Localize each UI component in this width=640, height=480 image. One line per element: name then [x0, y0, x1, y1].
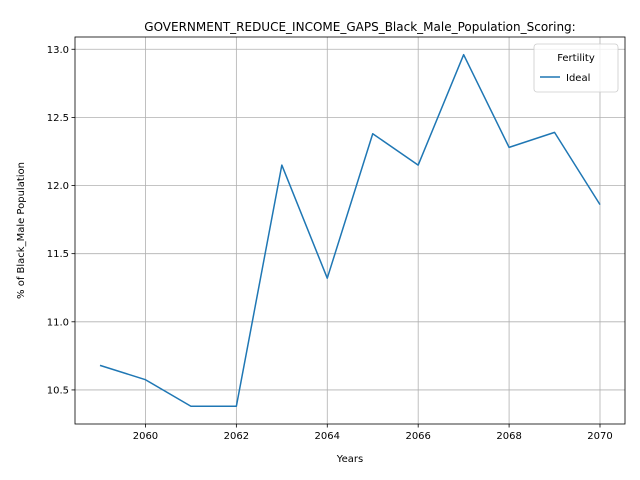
y-tick-label: 12.0 [47, 181, 69, 192]
y-tick-label: 12.5 [47, 113, 69, 124]
plot-frame [74, 36, 626, 425]
y-tick-label: 13.0 [47, 45, 69, 56]
x-tick-label: 2064 [315, 431, 340, 442]
y-axis: 10.5 11.0 11.5 12.0 12.5 13.0 [47, 45, 75, 396]
series-line [99, 53, 601, 408]
y-tick-label: 10.5 [47, 385, 69, 396]
series-layer [99, 53, 601, 408]
legend: Fertility Ideal [533, 43, 619, 93]
legend-title: Fertility [557, 53, 595, 64]
x-tick-label: 2062 [224, 431, 249, 442]
y-axis-label: % of Black_Male Population [16, 162, 27, 299]
legend-box [533, 43, 619, 93]
y-tick-label: 11.5 [47, 249, 69, 260]
x-tick-label: 2060 [133, 431, 158, 442]
x-axis-label: Years [336, 454, 363, 465]
legend-entry-label: Ideal [566, 73, 590, 84]
y-tick-label: 11.0 [47, 317, 69, 328]
x-tick-label: 2068 [496, 431, 521, 442]
x-axis: 2060 2062 2064 2066 2068 2070 [133, 424, 613, 442]
x-tick-label: 2070 [587, 431, 612, 442]
chart-title: GOVERNMENT_REDUCE_INCOME_GAPS_Black_Male… [144, 20, 575, 34]
grid-lines [75, 37, 625, 424]
x-tick-label: 2066 [405, 431, 430, 442]
